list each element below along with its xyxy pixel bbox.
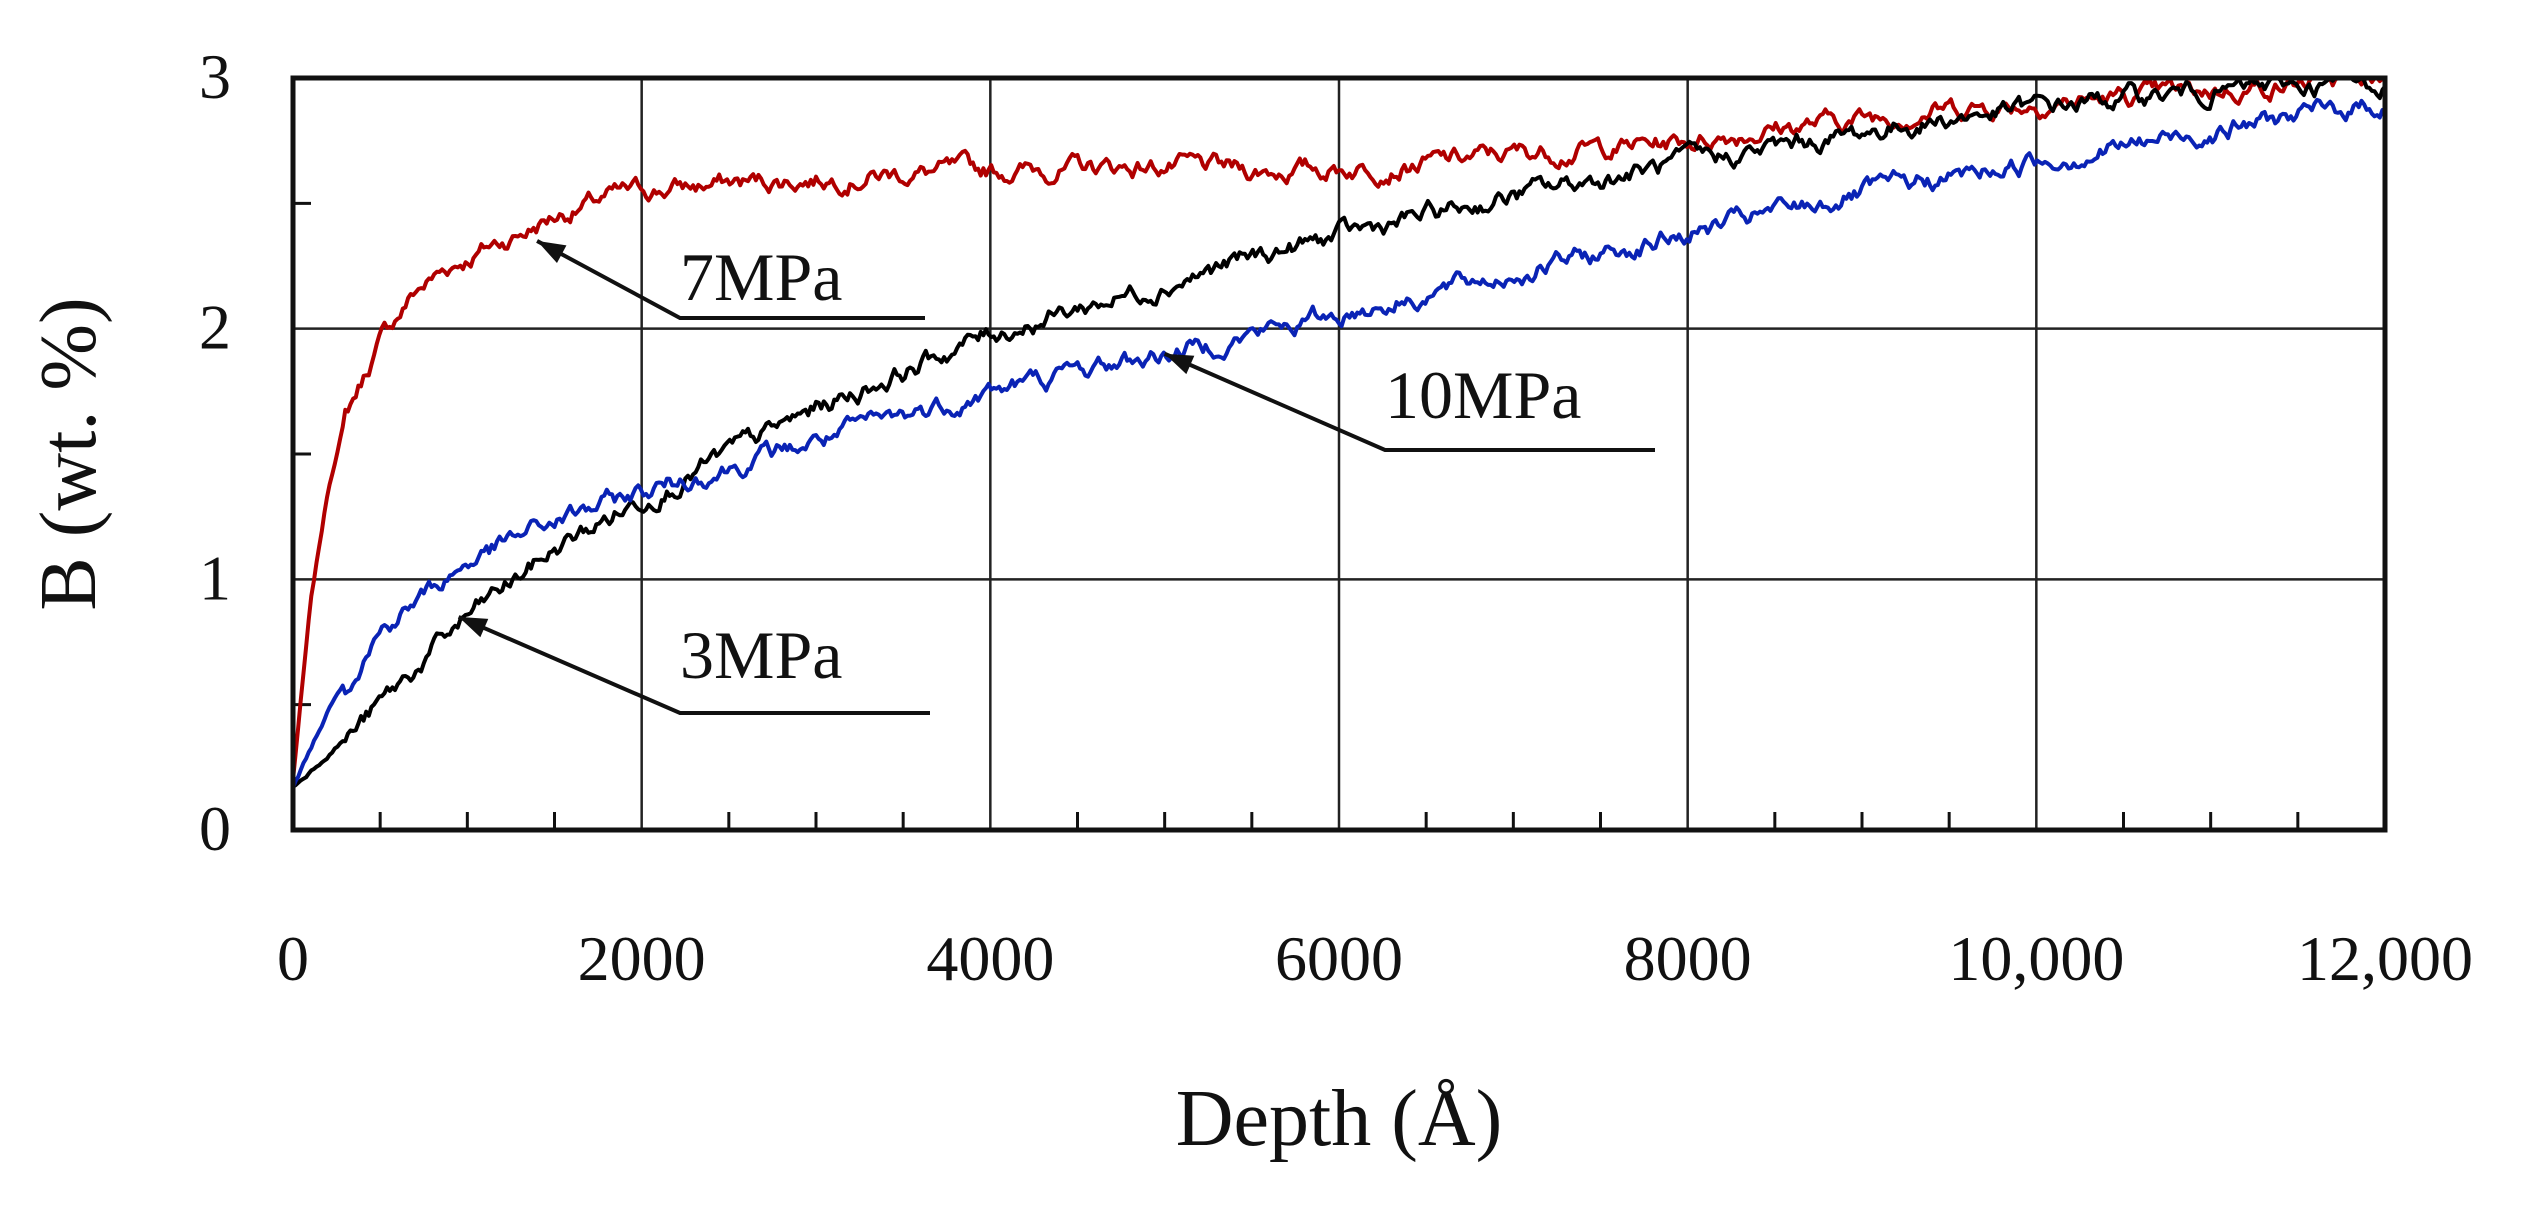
annotation-arrowhead <box>537 240 567 264</box>
y-tick-label: 2 <box>199 292 231 363</box>
annotation-label: 10MPa <box>1385 357 1581 433</box>
series-line-3MPa <box>291 76 2387 789</box>
y-tick-label: 0 <box>199 793 231 864</box>
plot-frame <box>290 75 2388 833</box>
series-lines <box>291 76 2387 789</box>
minor-ticks <box>293 201 2300 830</box>
x-tick-label: 8000 <box>1624 923 1752 994</box>
y-axis-label: B (wt. %) <box>25 297 113 610</box>
x-tick-label: 12,000 <box>2297 923 2473 994</box>
annotation-label: 3MPa <box>680 617 842 693</box>
x-axis-label: Depth (Å) <box>1176 1075 1503 1163</box>
x-tick-label: 6000 <box>1275 923 1403 994</box>
series-line-7MPa <box>291 76 2386 780</box>
annotation-label: 7MPa <box>680 239 842 315</box>
annotation-leader <box>457 615 930 715</box>
annotation-arrowhead <box>458 616 489 638</box>
annotation-leader <box>536 239 925 320</box>
tick-labels: 0 2000 4000 6000 8000 10,000 12,000 0 1 2 3 <box>199 41 2473 994</box>
y-tick-label: 3 <box>199 41 231 112</box>
y-tick-label: 1 <box>199 542 231 613</box>
x-tick-label: 2000 <box>578 923 706 994</box>
x-tick-label: 0 <box>277 923 309 994</box>
x-tick-label: 10,000 <box>1948 923 2124 994</box>
grid-lines <box>293 78 2385 830</box>
annotations: 7MPa 10MPa 3MPa <box>457 239 1655 715</box>
series-line-10MPa <box>291 97 2386 789</box>
x-tick-label: 4000 <box>926 923 1054 994</box>
annotation-leader <box>1163 351 1655 452</box>
annotation-arrowhead <box>1164 353 1195 375</box>
